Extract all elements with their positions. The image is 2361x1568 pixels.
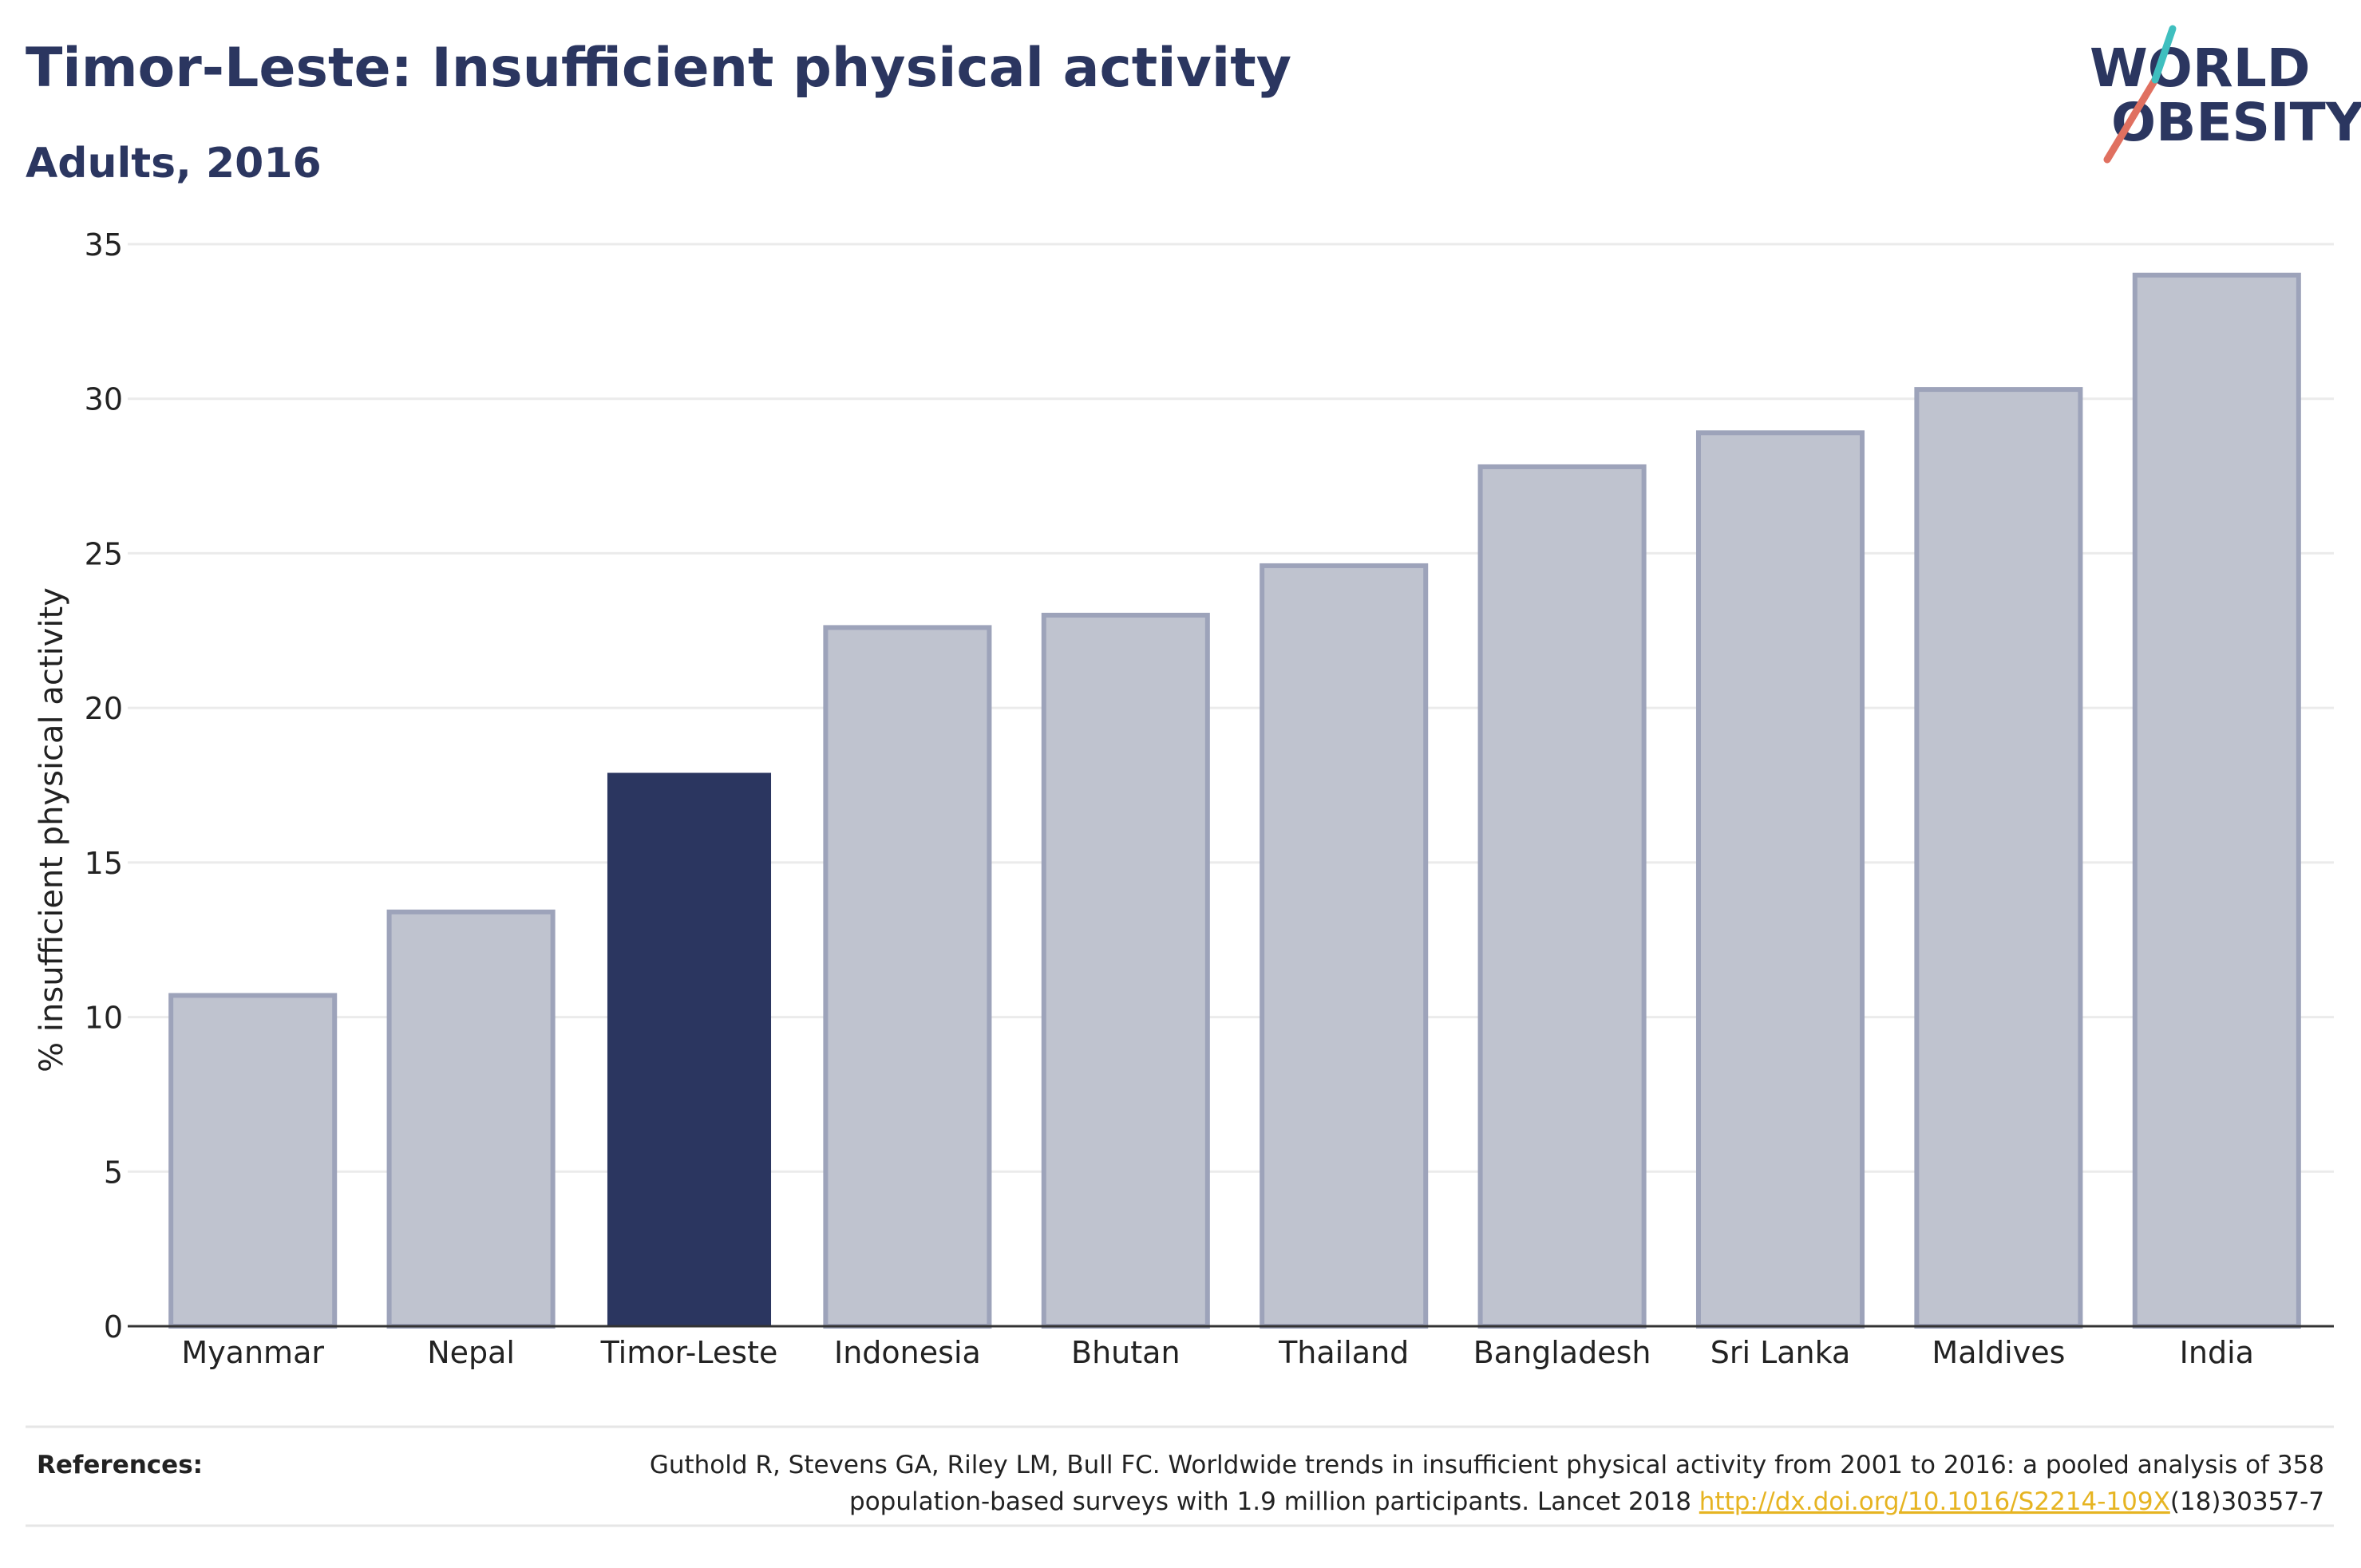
x-tick-label: India (2180, 1335, 2254, 1370)
x-tick-label: Thailand (1278, 1335, 1409, 1370)
y-tick-label: 20 (85, 691, 123, 726)
bar-bhutan (1041, 612, 1210, 1329)
world-obesity-logo: WORLD OBESITY (2090, 25, 2361, 164)
y-tick-label: 5 (104, 1155, 123, 1190)
y-axis-label: % insufficient physical activity (34, 587, 70, 1072)
logo-slash-icon (2103, 76, 2159, 164)
x-tick-label: Nepal (427, 1335, 515, 1370)
x-tick-label: Bangladesh (1473, 1335, 1651, 1370)
x-tick-label: Maldives (1932, 1335, 2065, 1370)
x-tick-label: Timor-Leste (600, 1335, 778, 1370)
reference-line1: Guthold R, Stevens GA, Riley LM, Bull FC… (650, 1451, 2324, 1479)
bar-thailand (1260, 563, 1429, 1329)
logo-line1: WORLD (2090, 38, 2311, 99)
reference-line2-prefix: population-based surveys with 1.9 millio… (849, 1487, 1699, 1516)
reference-doi-link[interactable]: http://dx.doi.org/10.1016/S2214-109X (1699, 1487, 2170, 1516)
bar-india (2132, 272, 2301, 1329)
chart-subtitle: Adults, 2016 (26, 140, 322, 188)
bar-timor-leste (607, 772, 772, 1326)
y-tick-label: 10 (85, 1001, 123, 1036)
x-tick-labels: Myanmar Nepal Timor-Leste Indonesia Bhutan Th… (181, 1335, 2254, 1370)
x-tick-label: Bhutan (1071, 1335, 1180, 1370)
y-tick-label: 25 (85, 536, 123, 571)
bar-sri-lanka (1695, 430, 1865, 1329)
bar-nepal (386, 909, 556, 1329)
y-tick-labels: 0 5 10 15 20 25 30 35 (85, 227, 123, 1345)
chart-title: Timor-Leste: Insufficient physical activ… (26, 37, 1291, 100)
bar-maldives (1914, 387, 2083, 1329)
bar-myanmar (168, 993, 338, 1329)
y-tick-label: 30 (85, 382, 123, 417)
y-tick-label: 15 (85, 846, 123, 881)
x-tick-label: Sri Lanka (1710, 1335, 1851, 1370)
reference-line2-suffix: (18)30357-7 (2170, 1487, 2324, 1516)
bars (168, 272, 2301, 1329)
y-tick-label: 0 (104, 1309, 123, 1345)
y-tick-label: 35 (85, 227, 123, 263)
references-label: References: (37, 1451, 203, 1479)
x-tick-label: Myanmar (181, 1335, 324, 1370)
x-tick-label: Indonesia (834, 1335, 981, 1370)
bar-indonesia (823, 625, 992, 1329)
logo-line2: OBESITY (2111, 92, 2361, 153)
bar-bangladesh (1477, 464, 1647, 1329)
reference-line2: population-based surveys with 1.9 millio… (849, 1487, 2324, 1516)
logo-slash-top-icon (2151, 25, 2177, 84)
